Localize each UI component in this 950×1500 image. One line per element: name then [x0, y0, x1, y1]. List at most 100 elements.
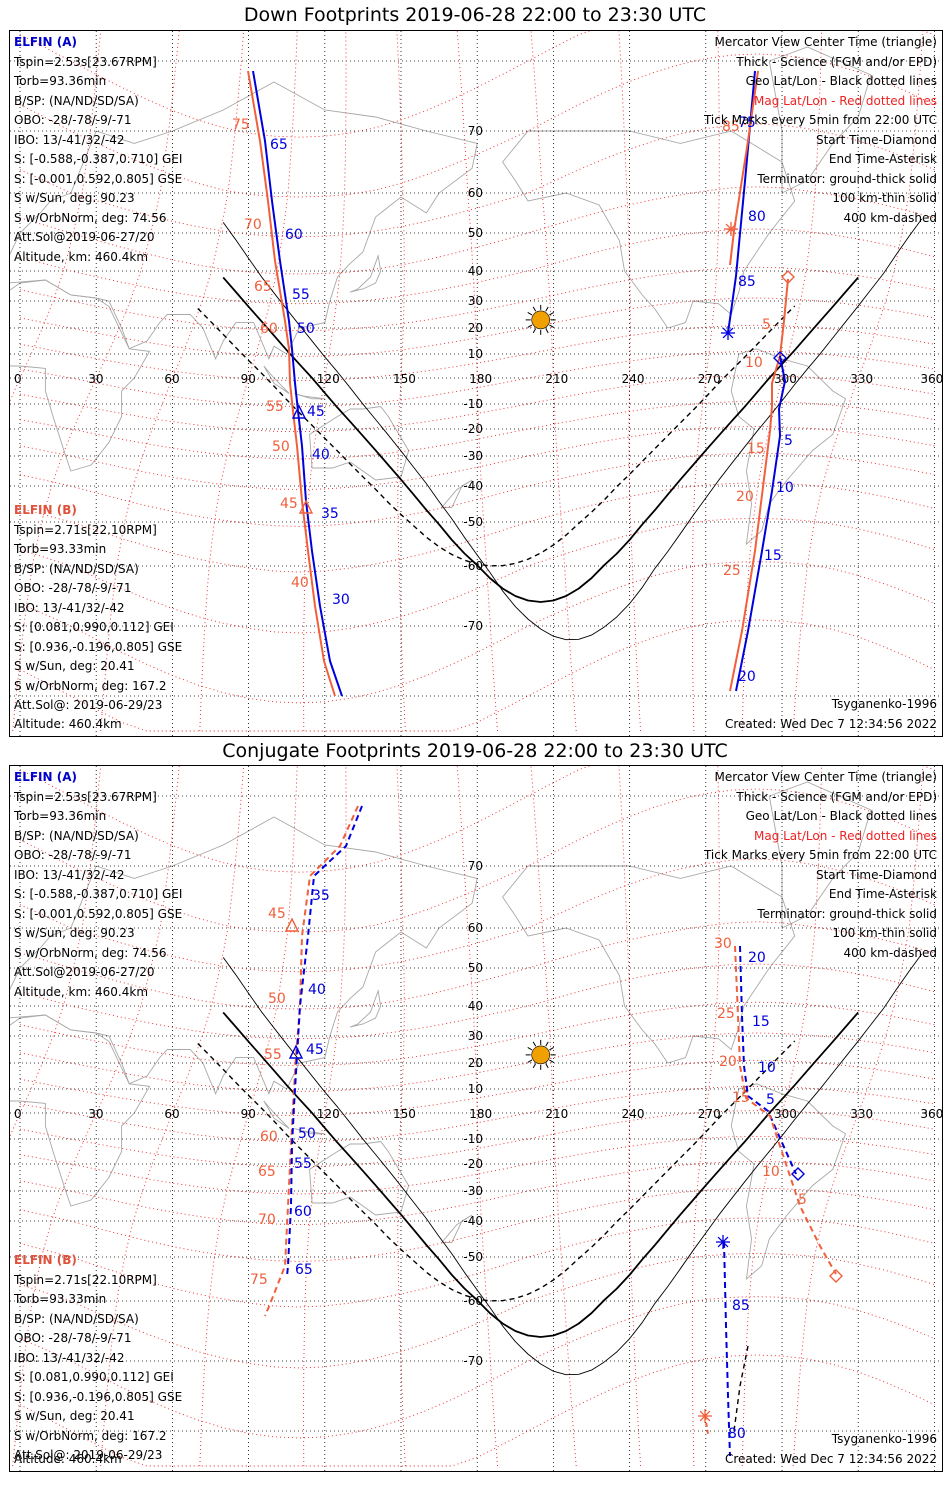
- info-line: S w/Sun, deg: 20.41: [14, 1409, 135, 1423]
- legend-line: 400 km-dashed: [843, 210, 937, 225]
- elfin-a-info: ELFIN (A) Tspin=2.53s[23.67RPM] Torb=93.…: [14, 33, 182, 267]
- sun-ray: [549, 1059, 554, 1063]
- track-b-tick-label: 25: [717, 1006, 735, 1022]
- lon-tick-label: 180: [469, 1107, 492, 1121]
- created-date: Created: Wed Dec 7 12:34:56 2022: [724, 1451, 937, 1466]
- continent-outline: [10, 279, 151, 472]
- track-b-tick-label: 20: [719, 1054, 737, 1070]
- track-a-end-asterisk: [716, 1235, 730, 1249]
- mag-meridian: [199, 766, 298, 1467]
- track-b-end-asterisk: [724, 222, 738, 236]
- info-line: S w/OrbNorm, deg: 167.2: [14, 678, 167, 693]
- legend-line: 100 km-thin solid: [832, 926, 937, 940]
- lat-tick-label: -50: [463, 1250, 483, 1264]
- info-line: S: [-0.588,-0.387,0.710] GEI: [14, 887, 183, 901]
- lat-tick-label: 50: [468, 961, 483, 975]
- track-a-tick-label: 10: [776, 480, 794, 496]
- model-credit: Tsyganenko-1996 Created: Wed Dec 7 12:34…: [725, 695, 937, 734]
- info-line: Tspin=2.53s[23.67RPM]: [14, 789, 157, 804]
- sun-ray: [549, 311, 554, 316]
- map-panel-down: 0 30 60 90 120 150 180 210 240 270 300 330 360 70 60 50…: [9, 30, 943, 737]
- legend-line: Mercator View Center Time (triangle): [714, 35, 937, 49]
- track-a-tick-label: 45: [306, 1042, 324, 1058]
- elfin-b-header: ELFIN (B): [14, 1253, 77, 1267]
- track-b-tick-label: 30: [714, 936, 732, 952]
- sun-ray: [545, 1041, 549, 1047]
- map-layer: 0 30 60 90 120 150 180 210 240 270 300 330 360706050…: [10, 31, 942, 736]
- track-b-tick-label: 70: [244, 217, 262, 233]
- track-a-tick-label: 85: [732, 1298, 750, 1314]
- track-b-tick-label: 5: [762, 317, 771, 333]
- info-line: Att.Sol@2019-06-27/20: [14, 965, 155, 979]
- lat-tick-label: -70: [463, 619, 483, 633]
- mag-meridian: [456, 766, 499, 1467]
- mag-parallel: [19, 1187, 935, 1262]
- lat-tick-label: 70: [468, 859, 483, 873]
- track-b-tick-label: 15: [747, 441, 765, 457]
- info-line: B/SP: (NA/ND/SD/SA): [14, 1311, 139, 1326]
- legend-line: Mercator View Center Time (triangle): [714, 770, 937, 784]
- lat-tick-label: 30: [468, 1029, 483, 1043]
- continent-outline: [10, 816, 478, 1095]
- track-a-tick-label: 15: [764, 548, 782, 564]
- lon-tick-label: 0: [14, 1107, 22, 1121]
- track-a-tick-label: 85: [738, 274, 756, 290]
- track-a-start-diamond: [791, 1167, 805, 1181]
- track-a-tick-label: 55: [292, 287, 310, 303]
- mag-meridian: [12, 31, 180, 732]
- sun-ray: [545, 328, 549, 334]
- lat-tick-label: 30: [468, 294, 483, 308]
- lon-tick-label: 60: [164, 372, 179, 386]
- legend-line: Start Time-Diamond: [815, 132, 937, 147]
- lat-tick-label: -60: [463, 559, 483, 573]
- mag-parallel: [19, 1354, 935, 1467]
- lat-tick-label: 10: [468, 347, 483, 361]
- info-line: S w/OrbNorm, deg: 167.2: [14, 1428, 167, 1443]
- track-b-east-south: [729, 278, 789, 692]
- track-a-tick-label: 60: [294, 1204, 312, 1220]
- track-a-tick-label: 20: [738, 669, 756, 685]
- legend-line: Thick - Science (FGM and/or EPD): [736, 789, 937, 804]
- lon-tick-label: 0: [14, 372, 22, 386]
- info-line: OBO: -28/-78/-9/-71: [14, 113, 132, 127]
- lat-tick-label: -50: [463, 515, 483, 529]
- sun-ray: [532, 328, 537, 334]
- lat-tick-label: -30: [463, 449, 483, 463]
- track-b-east-north: [734, 945, 837, 1275]
- continent-outline: [440, 1214, 473, 1244]
- mag-meridian: [456, 31, 499, 732]
- track-a-tick-label: 65: [295, 1262, 313, 1278]
- mag-meridian: [396, 766, 406, 1467]
- track-a-tick-label: 30: [332, 592, 350, 608]
- mag-parallel: [19, 561, 935, 704]
- mag-meridian: [199, 31, 298, 732]
- track-a-tick-label: 50: [297, 321, 315, 337]
- legend-line: 100 km-thin solid: [832, 191, 937, 205]
- track-b-tick-label: 40: [291, 575, 309, 591]
- track-b-tick-label: 45: [268, 906, 286, 922]
- sun-ray: [549, 324, 554, 328]
- sun-ray: [532, 306, 537, 312]
- lat-tick-label: -10: [463, 397, 483, 411]
- track-a-tick-label: 5: [766, 1092, 775, 1108]
- legend-line: Terminator: ground-thick solid: [757, 171, 937, 186]
- elfin-a-header: ELFIN (A): [14, 35, 77, 49]
- track-b-tick-label: 50: [268, 991, 286, 1007]
- mag-meridian: [396, 31, 406, 732]
- track-b-start-diamond: [781, 270, 795, 284]
- continent-outline: [440, 479, 473, 509]
- track-b-tick-label: 5: [798, 1192, 807, 1208]
- model-credit: Tsyganenko-1996 Created: Wed Dec 7 12:34…: [725, 1430, 937, 1469]
- info-line: S: [0.081,0.990,0.112] GEI: [14, 1370, 174, 1384]
- track-a-tick-label: 65: [270, 137, 288, 153]
- track-a-tick-label: 60: [285, 227, 303, 243]
- sun-ray: [532, 1063, 537, 1069]
- info-line: B/SP: (NA/ND/SD/SA): [14, 561, 139, 576]
- info-line: IBO: 13/-41/32/-42: [14, 1350, 125, 1365]
- track-b-tick-label: 65: [254, 279, 272, 295]
- track-b-tick-label: 60: [260, 321, 278, 337]
- lon-tick-label: 60: [164, 1107, 179, 1121]
- track-b-start-diamond: [829, 1269, 843, 1283]
- info-line: S: [-0.001,0.592,0.805] GSE: [14, 906, 183, 921]
- track-b-east-south: [704, 1415, 709, 1435]
